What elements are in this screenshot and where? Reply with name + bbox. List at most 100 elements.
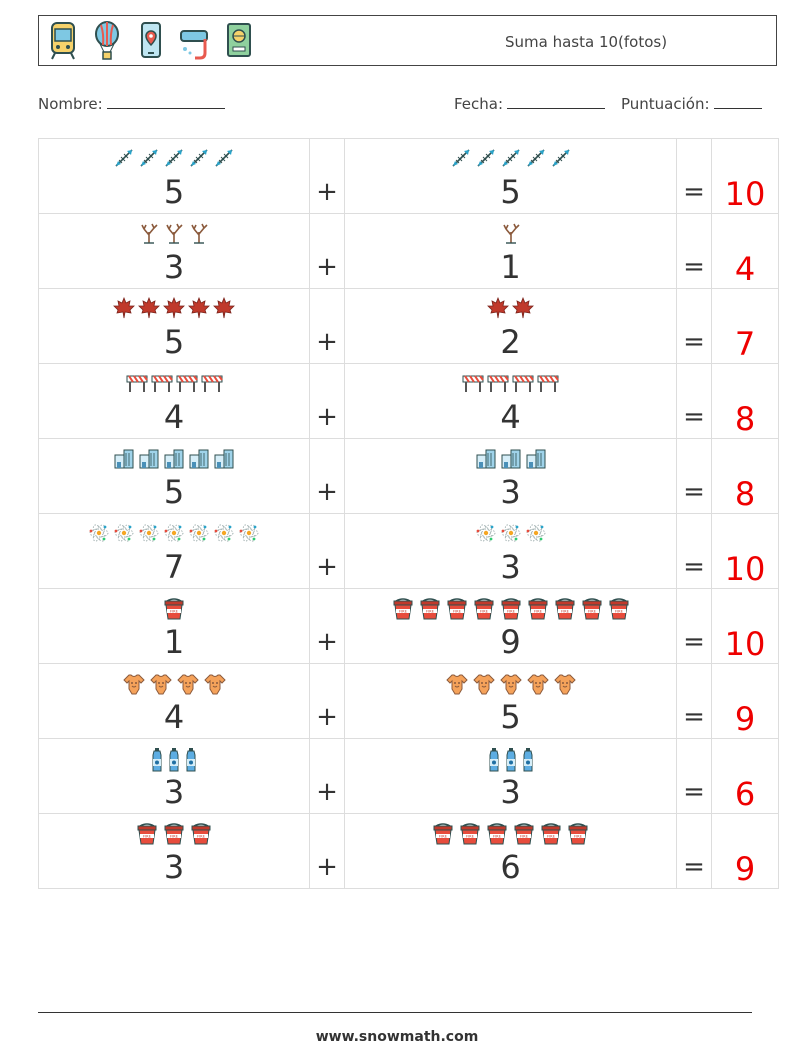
plus-sign-cell: +: [309, 213, 345, 289]
water-bottle-icon: [521, 747, 535, 777]
equals-sign-cell: =: [676, 738, 712, 814]
problem-row: FIRE FIRE FIRE 3 + FIRE FIRE FIRE FIRE FIRE FIRE 6 =…: [38, 813, 779, 889]
plus-sign: +: [316, 477, 338, 507]
equals-sign-cell: =: [676, 213, 712, 289]
barrier-icon: [462, 372, 484, 398]
water-bottle-icon: [487, 747, 501, 777]
svg-text:FIRE: FIRE: [480, 609, 489, 613]
plus-sign: +: [316, 777, 338, 807]
left-operand-cell: 3: [38, 738, 310, 814]
right-operand-number: 1: [500, 248, 521, 286]
answer-cell[interactable]: 6: [711, 738, 779, 814]
fishbone-icon: [163, 147, 185, 173]
left-operand-cell: 4: [38, 663, 310, 739]
equals-sign-cell: =: [676, 513, 712, 589]
answer-cell[interactable]: 8: [711, 438, 779, 514]
tram-icon: [47, 20, 79, 62]
svg-text:FIRE: FIRE: [399, 609, 408, 613]
fire-bucket-icon: FIRE: [539, 822, 563, 850]
problem-row: 5 +3 = 8: [38, 438, 779, 514]
left-operand-cell: 4: [38, 363, 310, 439]
answer-cell[interactable]: 10: [711, 138, 779, 214]
answer: 6: [734, 775, 756, 813]
left-icon-group: [39, 147, 309, 173]
fire-bucket-icon: FIRE: [162, 822, 186, 850]
answer-cell[interactable]: 10: [711, 588, 779, 664]
office-building-icon: [113, 447, 135, 473]
score-line: [713, 94, 762, 109]
answer-cell[interactable]: 9: [711, 813, 779, 889]
right-operand-number: 6: [500, 848, 521, 886]
name-field[interactable]: Nombre:: [38, 94, 225, 113]
left-icon-group: [39, 296, 309, 323]
fire-bucket-icon: FIRE: [135, 822, 159, 850]
date-field[interactable]: Fecha:: [454, 94, 606, 113]
svg-text:FIRE: FIRE: [507, 609, 516, 613]
atom-icon: [213, 522, 235, 548]
answer-cell[interactable]: 4: [711, 213, 779, 289]
plus-sign-cell: +: [309, 588, 345, 664]
barrier-icon: [201, 372, 223, 398]
left-operand-cell: 5: [38, 438, 310, 514]
fire-bucket-icon: FIRE: [526, 597, 550, 625]
baby-bodysuit-icon: [203, 672, 227, 700]
water-bottle-icon: [167, 747, 181, 777]
maple-leaf-icon: [113, 296, 135, 323]
score-field[interactable]: Puntuación:: [621, 94, 762, 113]
left-operand-number: 3: [163, 248, 185, 286]
left-operand-number: 3: [163, 848, 185, 886]
left-icon-group: [39, 447, 309, 473]
right-operand-cell: FIRE FIRE FIRE FIRE FIRE FIRE 6: [344, 813, 677, 889]
fire-bucket-icon: FIRE: [607, 597, 631, 625]
fishbone-icon: [550, 147, 572, 173]
equals-sign: =: [683, 777, 705, 807]
atom-icon: [475, 522, 497, 548]
left-operand-cell: 7: [38, 513, 310, 589]
left-icon-group: [39, 222, 309, 248]
snorkel-mask-icon: [179, 20, 211, 62]
right-icon-group: FIRE FIRE FIRE FIRE FIRE FIRE FIRE FIRE FIRE: [345, 597, 676, 625]
svg-text:FIRE: FIRE: [466, 834, 475, 838]
name-line: [106, 94, 225, 109]
svg-text:FIRE: FIRE: [426, 609, 435, 613]
svg-text:FIRE: FIRE: [170, 834, 179, 838]
atom-icon: [525, 522, 547, 548]
hot-air-balloon-icon: [91, 20, 123, 62]
answer-cell[interactable]: 8: [711, 363, 779, 439]
right-icon-group: [345, 296, 676, 323]
answer: 10: [724, 625, 766, 663]
equals-sign-cell: =: [676, 288, 712, 364]
maple-leaf-icon: [487, 296, 509, 323]
fire-bucket-icon: FIRE: [566, 822, 590, 850]
answer-cell[interactable]: 7: [711, 288, 779, 364]
problem-row: 3 +1 = 4: [38, 213, 779, 289]
barrier-icon: [537, 372, 559, 398]
problem-row: 5 +5 = 10: [38, 138, 779, 214]
baby-bodysuit-icon: [176, 672, 200, 700]
barrier-icon: [151, 372, 173, 398]
office-building-icon: [213, 447, 235, 473]
fire-bucket-icon: FIRE: [458, 822, 482, 850]
fire-bucket-icon: FIRE: [499, 597, 523, 625]
left-operand-cell: FIRE 1: [38, 588, 310, 664]
equals-sign-cell: =: [676, 813, 712, 889]
barrier-icon: [512, 372, 534, 398]
left-operand-number: 3: [163, 773, 185, 811]
answer: 9: [734, 700, 756, 738]
left-icon-group: [39, 372, 309, 398]
right-icon-group: [345, 672, 676, 700]
answer-cell[interactable]: 10: [711, 513, 779, 589]
footer-url[interactable]: www.snowmath.com: [315, 1029, 479, 1045]
plus-sign: +: [316, 702, 338, 732]
fire-bucket-icon: FIRE: [391, 597, 415, 625]
plus-sign-cell: +: [309, 738, 345, 814]
answer: 9: [734, 850, 756, 888]
answer-cell[interactable]: 9: [711, 663, 779, 739]
right-operand-cell: 4: [344, 363, 677, 439]
plus-sign: +: [316, 327, 338, 357]
fire-bucket-icon: FIRE: [162, 597, 186, 625]
answer: 10: [724, 550, 766, 588]
left-operand-cell: FIRE FIRE FIRE 3: [38, 813, 310, 889]
right-operand-number: 5: [500, 698, 521, 736]
fishbone-icon: [450, 147, 472, 173]
